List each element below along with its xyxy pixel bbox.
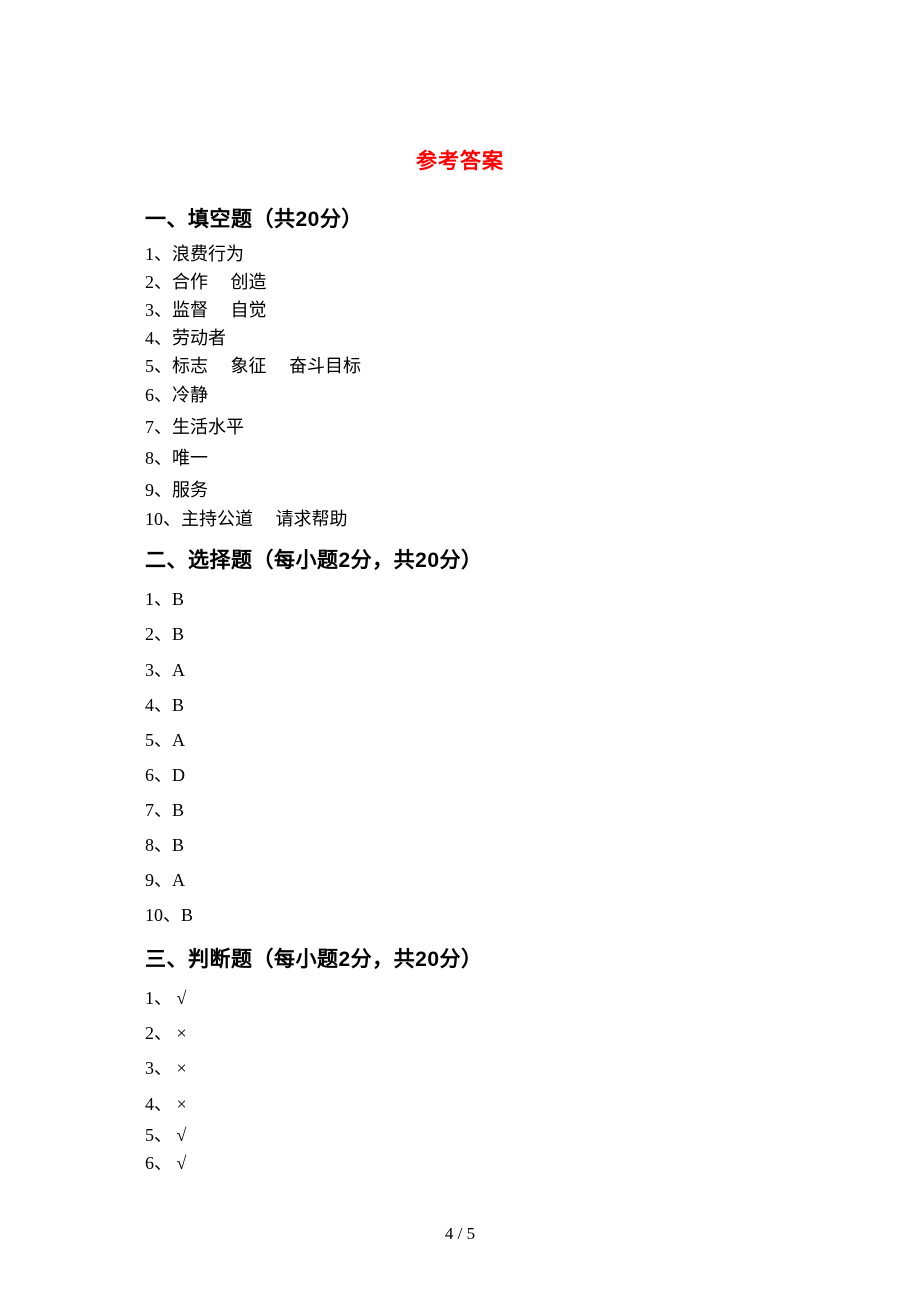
fill-q8: 8、唯一 bbox=[145, 443, 775, 475]
choice-q7: 7、B bbox=[145, 793, 775, 828]
fill-q7: 7、生活水平 bbox=[145, 412, 775, 444]
choice-q10: 10、B bbox=[145, 898, 775, 933]
document-page: 参考答案 一、填空题（共20分） 1、浪费行为 2、合作 创造 3、监督 自觉 … bbox=[0, 0, 920, 1302]
judge-q2: 2、 × bbox=[145, 1016, 775, 1051]
fill-q1: 1、浪费行为 bbox=[145, 241, 775, 269]
section-3-heading: 三、判断题（每小题2分，共20分） bbox=[145, 943, 775, 973]
judge-q6: 6、 √ bbox=[145, 1150, 775, 1178]
choice-q2: 2、B bbox=[145, 617, 775, 652]
choice-q5: 5、A bbox=[145, 723, 775, 758]
choice-q4: 4、B bbox=[145, 688, 775, 723]
judge-q4: 4、 × bbox=[145, 1087, 775, 1122]
fill-q5: 5、标志 象征 奋斗目标 bbox=[145, 353, 775, 381]
fill-q2: 2、合作 创造 bbox=[145, 269, 775, 297]
choice-q8: 8、B bbox=[145, 828, 775, 863]
fill-q4: 4、劳动者 bbox=[145, 325, 775, 353]
fill-q10: 10、主持公道 请求帮助 bbox=[145, 506, 775, 534]
page-number: 4 / 5 bbox=[0, 1224, 920, 1244]
fill-q3: 3、监督 自觉 bbox=[145, 297, 775, 325]
judge-q1: 1、 √ bbox=[145, 981, 775, 1016]
judge-q3: 3、 × bbox=[145, 1051, 775, 1086]
page-title: 参考答案 bbox=[145, 145, 775, 175]
fill-q6: 6、冷静 bbox=[145, 380, 775, 412]
choice-q6: 6、D bbox=[145, 758, 775, 793]
fill-q9: 9、服务 bbox=[145, 475, 775, 507]
section-1-heading: 一、填空题（共20分） bbox=[145, 203, 775, 233]
choice-q9: 9、A bbox=[145, 863, 775, 898]
choice-q3: 3、A bbox=[145, 653, 775, 688]
judge-q5: 5、 √ bbox=[145, 1122, 775, 1150]
choice-q1: 1、B bbox=[145, 582, 775, 617]
section-2-heading: 二、选择题（每小题2分，共20分） bbox=[145, 544, 775, 574]
